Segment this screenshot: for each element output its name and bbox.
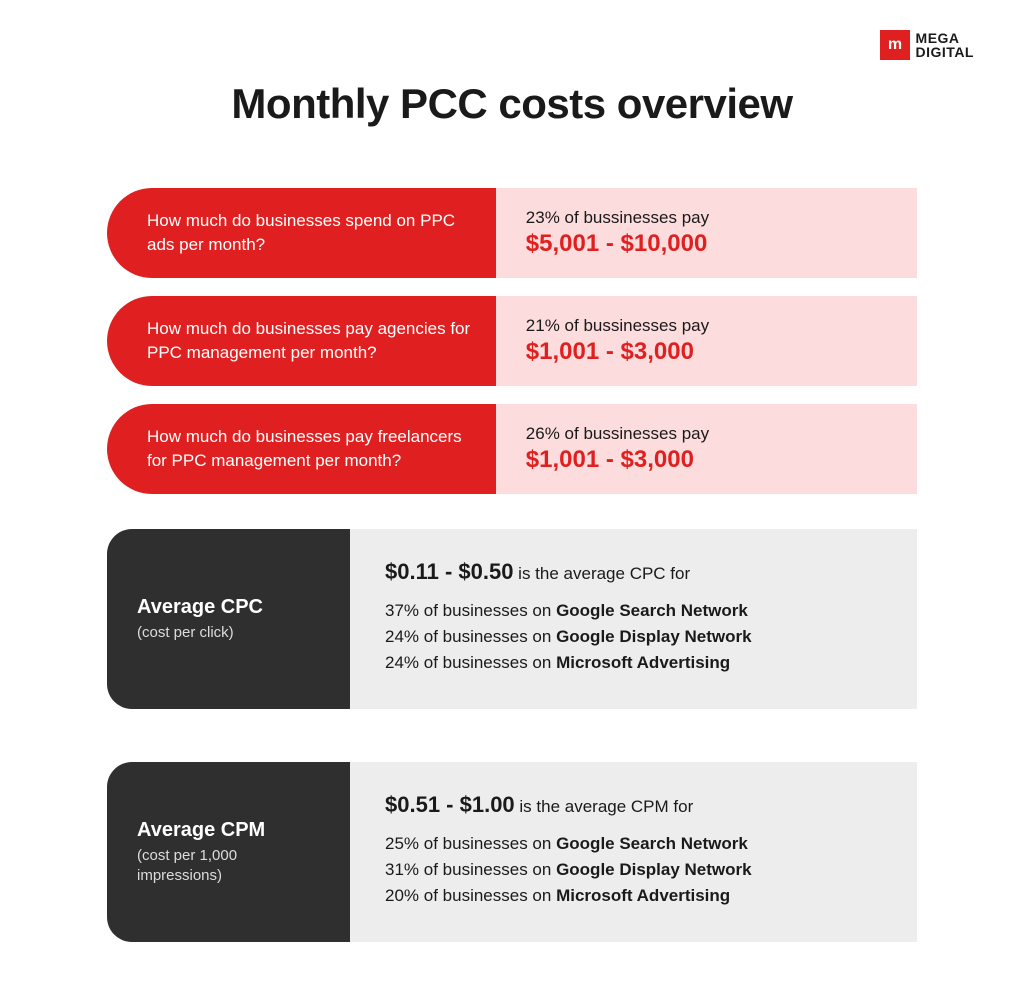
metric-label: Average CPM (cost per 1,000 impressions)	[107, 762, 350, 942]
cost-question: How much do businesses pay agencies for …	[107, 296, 496, 386]
network-stat: 31% of businesses on Google Display Netw…	[385, 860, 887, 880]
mid: of businesses on	[419, 860, 556, 879]
range-suffix: is the average CPC for	[513, 564, 690, 583]
amount-text: $5,001 - $10,000	[526, 230, 917, 258]
network: Google Display Network	[556, 627, 752, 646]
cost-answer: 21% of bussinesses pay $1,001 - $3,000	[496, 296, 917, 386]
pct: 24%	[385, 627, 419, 646]
metric-range: $0.11 - $0.50 is the average CPC for	[385, 559, 887, 585]
mid: of businesses on	[419, 627, 556, 646]
pct: 24%	[385, 653, 419, 672]
cost-row-ads: How much do businesses spend on PPC ads …	[107, 188, 917, 278]
network: Google Display Network	[556, 860, 752, 879]
range-value: $0.51 - $1.00	[385, 792, 515, 817]
percent-text: 26% of bussinesses pay	[526, 424, 917, 444]
mid: of businesses on	[419, 886, 556, 905]
logo-line2: DIGITAL	[916, 45, 974, 59]
network-stat: 20% of businesses on Microsoft Advertisi…	[385, 886, 887, 906]
network-stat: 25% of businesses on Google Search Netwo…	[385, 834, 887, 854]
network: Google Search Network	[556, 601, 748, 620]
spacer	[107, 709, 917, 727]
page-title: Monthly PCC costs overview	[0, 0, 1024, 128]
metric-details: $0.11 - $0.50 is the average CPC for 37%…	[350, 529, 917, 709]
pct: 37%	[385, 601, 419, 620]
mid: of businesses on	[419, 653, 556, 672]
brand-logo: m MEGA DIGITAL	[880, 30, 974, 60]
range-value: $0.11 - $0.50	[385, 559, 513, 584]
metric-range: $0.51 - $1.00 is the average CPM for	[385, 792, 887, 818]
metric-title: Average CPC	[137, 596, 325, 619]
network-stat: 37% of businesses on Google Search Netwo…	[385, 601, 887, 621]
cost-row-freelancers: How much do businesses pay freelancers f…	[107, 404, 917, 494]
logo-line1: MEGA	[916, 31, 974, 45]
cost-question: How much do businesses pay freelancers f…	[107, 404, 496, 494]
logo-mark-icon: m	[880, 30, 910, 60]
metric-sub: (cost per 1,000 impressions)	[137, 846, 325, 885]
pct: 20%	[385, 886, 419, 905]
percent-text: 21% of bussinesses pay	[526, 316, 917, 336]
content-container: How much do businesses spend on PPC ads …	[107, 188, 917, 942]
pct: 25%	[385, 834, 419, 853]
cost-answer: 23% of bussinesses pay $5,001 - $10,000	[496, 188, 917, 278]
percent-text: 23% of bussinesses pay	[526, 208, 917, 228]
pct: 31%	[385, 860, 419, 879]
network: Microsoft Advertising	[556, 653, 730, 672]
metric-title: Average CPM	[137, 819, 325, 842]
amount-text: $1,001 - $3,000	[526, 446, 917, 474]
metric-details: $0.51 - $1.00 is the average CPM for 25%…	[350, 762, 917, 942]
metric-row-cpm: Average CPM (cost per 1,000 impressions)…	[107, 762, 917, 942]
network: Google Search Network	[556, 834, 748, 853]
network-stat: 24% of businesses on Google Display Netw…	[385, 627, 887, 647]
metric-label: Average CPC (cost per click)	[107, 529, 350, 709]
cost-row-agencies: How much do businesses pay agencies for …	[107, 296, 917, 386]
mid: of businesses on	[419, 834, 556, 853]
logo-text: MEGA DIGITAL	[916, 31, 974, 59]
network: Microsoft Advertising	[556, 886, 730, 905]
network-stat: 24% of businesses on Microsoft Advertisi…	[385, 653, 887, 673]
mid: of businesses on	[419, 601, 556, 620]
metric-row-cpc: Average CPC (cost per click) $0.11 - $0.…	[107, 529, 917, 709]
cost-question: How much do businesses spend on PPC ads …	[107, 188, 496, 278]
cost-answer: 26% of bussinesses pay $1,001 - $3,000	[496, 404, 917, 494]
range-suffix: is the average CPM for	[515, 797, 694, 816]
amount-text: $1,001 - $3,000	[526, 338, 917, 366]
metric-sub: (cost per click)	[137, 623, 325, 643]
